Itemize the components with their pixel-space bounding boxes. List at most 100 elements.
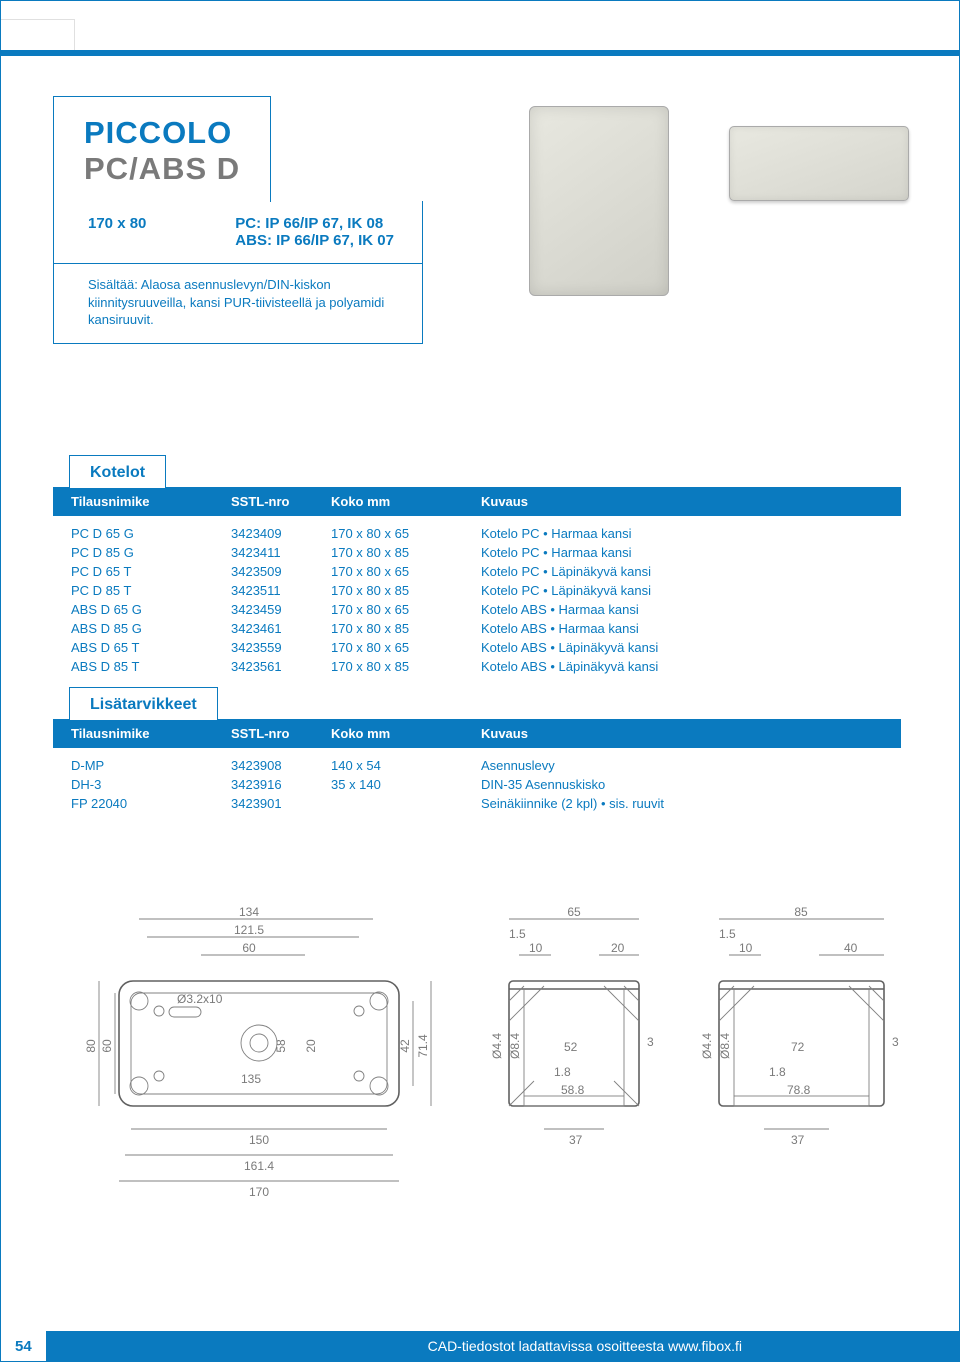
dim-label: 161.4: [244, 1159, 274, 1173]
dim-label: 1.5: [509, 927, 526, 941]
dim-label: 60: [242, 941, 256, 955]
technical-drawings: 134 121.5 60 Ø3.2x10 80: [59, 903, 959, 1263]
product-photo-angle: [729, 126, 909, 201]
table-cell: 170 x 80 x 65: [313, 562, 463, 581]
dim-label: 1.5: [719, 927, 736, 941]
dim-label: 37: [569, 1133, 583, 1147]
dim-label: 72: [791, 1040, 805, 1054]
table-cell: 3423411: [213, 543, 313, 562]
dim-label: 150: [249, 1133, 269, 1147]
dim-label: 3: [647, 1035, 654, 1049]
dim-label: 58.8: [561, 1083, 585, 1097]
table-cell: 35 x 140: [313, 775, 463, 794]
col-header: SSTL-nro: [213, 719, 313, 748]
dim-label: 10: [529, 941, 543, 955]
col-header: Kuvaus: [463, 719, 901, 748]
table-cell: 3423459: [213, 600, 313, 619]
table-cell: 3423559: [213, 638, 313, 657]
lisatarvikkeet-table: Tilausnimike SSTL-nro Koko mm Kuvaus D-M…: [53, 719, 901, 823]
table-cell: FP 22040: [53, 794, 213, 823]
rating-abs: ABS: IP 66/IP 67, IK 07: [235, 232, 394, 249]
dim-label: 65: [567, 905, 581, 919]
page-footer: 54 CAD-tiedostot ladattavissa osoitteest…: [1, 1331, 959, 1361]
table-cell: Kotelo PC • Läpinäkyvä kansi: [463, 562, 901, 581]
title-line-2: PC/ABS D: [84, 151, 240, 186]
dim-label: 52: [564, 1040, 578, 1054]
table-cell: 170 x 80 x 85: [313, 619, 463, 638]
table-cell: PC D 85 T: [53, 581, 213, 600]
table-row: ABS D 65 T3423559170 x 80 x 65Kotelo ABS…: [53, 638, 901, 657]
dim-label: 60: [100, 1039, 114, 1053]
col-header: Koko mm: [313, 719, 463, 748]
table-row: DH-3342391635 x 140DIN-35 Asennuskisko: [53, 775, 901, 794]
header-row: PICCOLO PC/ABS D 170 x 80 PC: IP 66/IP 6…: [1, 56, 959, 344]
table-header-row: Tilausnimike SSTL-nro Koko mm Kuvaus: [53, 719, 901, 748]
rating-panel: 170 x 80 PC: IP 66/IP 67, IK 08 ABS: IP …: [53, 201, 423, 264]
table-cell: DH-3: [53, 775, 213, 794]
kotelot-table: Tilausnimike SSTL-nro Koko mm Kuvaus PC …: [53, 487, 901, 686]
dim-label: 20: [304, 1039, 318, 1053]
dim-label: 1.8: [554, 1065, 571, 1079]
dim-label: 3: [892, 1035, 899, 1049]
table-cell: PC D 65 T: [53, 562, 213, 581]
section-lisatarvikkeet: Lisätarvikkeet Tilausnimike SSTL-nro Kok…: [53, 686, 901, 823]
table-cell: PC D 65 G: [53, 516, 213, 543]
col-header: Kuvaus: [463, 487, 901, 516]
table-cell: DIN-35 Asennuskisko: [463, 775, 901, 794]
table-cell: Seinäkiinnike (2 kpl) • sis. ruuvit: [463, 794, 901, 823]
page-number: 54: [1, 1331, 46, 1361]
table-cell: 170 x 80 x 85: [313, 543, 463, 562]
table-cell: 140 x 54: [313, 748, 463, 775]
col-header: Tilausnimike: [53, 719, 213, 748]
dim-label: Ø4.4: [700, 1032, 714, 1058]
section-tab-lisatarvikkeet: Lisätarvikkeet: [69, 687, 218, 720]
dim-label: 42: [398, 1039, 412, 1053]
table-cell: 170 x 80 x 65: [313, 600, 463, 619]
page: PICCOLO PC/ABS D 170 x 80 PC: IP 66/IP 6…: [0, 0, 960, 1362]
table-cell: 170 x 80 x 85: [313, 581, 463, 600]
dim-label: 37: [791, 1133, 805, 1147]
table-cell: Asennuslevy: [463, 748, 901, 775]
table-cell: 3423511: [213, 581, 313, 600]
table-cell: Kotelo ABS • Harmaa kansi: [463, 600, 901, 619]
top-border-bar: [1, 1, 959, 56]
table-cell: Kotelo PC • Harmaa kansi: [463, 543, 901, 562]
col-header: Koko mm: [313, 487, 463, 516]
table-cell: 3423901: [213, 794, 313, 823]
table-cell: [313, 794, 463, 823]
table-cell: 3423409: [213, 516, 313, 543]
table-cell: ABS D 65 T: [53, 638, 213, 657]
table-cell: 3423916: [213, 775, 313, 794]
table-cell: 3423509: [213, 562, 313, 581]
table-row: PC D 65 T3423509170 x 80 x 65Kotelo PC •…: [53, 562, 901, 581]
title-line-1: PICCOLO: [84, 115, 232, 150]
table-cell: 170 x 80 x 65: [313, 638, 463, 657]
rating-dim: 170 x 80: [88, 215, 173, 249]
dim-label: 71.4: [416, 1034, 430, 1058]
table-cell: ABS D 85 T: [53, 657, 213, 686]
table-row: D-MP3423908140 x 54Asennuslevy: [53, 748, 901, 775]
table-header-row: Tilausnimike SSTL-nro Koko mm Kuvaus: [53, 487, 901, 516]
table-cell: 3423561: [213, 657, 313, 686]
section-kotelot: Kotelot Tilausnimike SSTL-nro Koko mm Ku…: [53, 454, 901, 686]
dim-label: 58: [274, 1039, 288, 1053]
dim-label: 78.8: [787, 1083, 811, 1097]
table-cell: 170 x 80 x 65: [313, 516, 463, 543]
dim-label: 135: [241, 1072, 261, 1086]
dim-label: 170: [249, 1185, 269, 1199]
title-panel: PICCOLO PC/ABS D: [53, 96, 271, 202]
product-photo-group: [529, 106, 909, 296]
table-row: ABS D 85 G3423461170 x 80 x 85Kotelo ABS…: [53, 619, 901, 638]
table-cell: Kotelo PC • Harmaa kansi: [463, 516, 901, 543]
table-cell: 170 x 80 x 85: [313, 657, 463, 686]
product-photo-front: [529, 106, 669, 296]
table-row: ABS D 85 T3423561170 x 80 x 85Kotelo ABS…: [53, 657, 901, 686]
table-row: ABS D 65 G3423459170 x 80 x 65Kotelo ABS…: [53, 600, 901, 619]
footer-text: CAD-tiedostot ladattavissa osoitteesta w…: [428, 1338, 742, 1354]
col-header: SSTL-nro: [213, 487, 313, 516]
table-cell: Kotelo ABS • Läpinäkyvä kansi: [463, 657, 901, 686]
table-row: FP 220403423901 Seinäkiinnike (2 kpl) • s…: [53, 794, 901, 823]
table-cell: D-MP: [53, 748, 213, 775]
dim-label: Ø3.2x10: [177, 992, 223, 1006]
table-row: PC D 85 T3423511170 x 80 x 85Kotelo PC •…: [53, 581, 901, 600]
